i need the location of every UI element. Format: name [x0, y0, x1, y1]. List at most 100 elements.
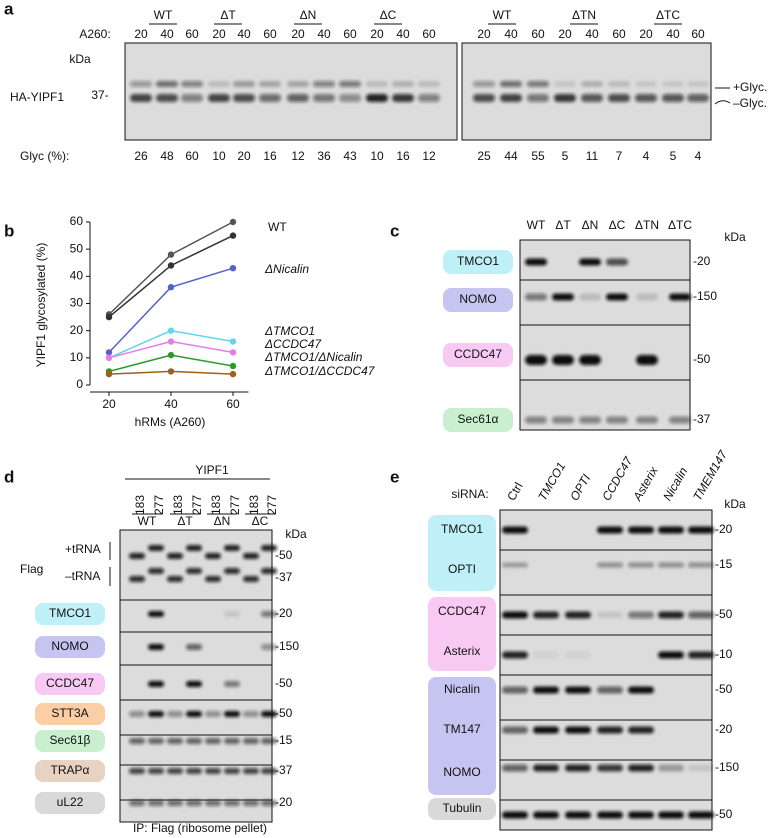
- band: [130, 81, 152, 87]
- label-pill: [35, 673, 105, 695]
- band: [224, 568, 240, 574]
- blot: [124, 42, 458, 141]
- series-line: [108, 234, 234, 318]
- band: [533, 611, 559, 619]
- band: [339, 94, 361, 102]
- panel-letter: d: [4, 467, 14, 486]
- label-block: [428, 798, 496, 820]
- band: [205, 711, 221, 717]
- x-tick-label: 60: [226, 397, 240, 411]
- lane-label: 277: [265, 495, 279, 515]
- lane-label: TMEM147: [690, 447, 730, 503]
- group-label: WT: [138, 514, 157, 528]
- lane-label: 20: [639, 27, 653, 41]
- band: [261, 545, 277, 551]
- lane-label: 183: [133, 495, 147, 515]
- column-label: ΔT: [555, 218, 571, 232]
- band: [606, 416, 628, 424]
- band: [167, 768, 183, 774]
- band: [628, 726, 654, 734]
- band: [597, 764, 623, 772]
- label-pill: [443, 288, 513, 312]
- band: [205, 553, 221, 559]
- band: [224, 768, 240, 774]
- column-label: ΔN: [582, 218, 599, 232]
- band: [392, 94, 414, 102]
- protein-label: HA-YIPF1: [10, 90, 64, 104]
- lane-label: 20: [212, 27, 226, 41]
- blot: [519, 324, 691, 381]
- band: [687, 94, 709, 102]
- band: [167, 738, 183, 744]
- group-label: ΔT: [220, 8, 236, 22]
- band: [552, 293, 574, 301]
- series-label: WT: [268, 220, 287, 234]
- band: [606, 258, 628, 266]
- group-label: ΔC: [252, 514, 269, 528]
- band: [628, 686, 654, 694]
- y-tick-label: 10: [70, 350, 84, 364]
- marker-label: -50: [275, 548, 293, 562]
- data-point: [229, 264, 237, 272]
- marker-label: -20: [693, 254, 711, 268]
- band: [366, 81, 388, 87]
- band: [579, 416, 601, 424]
- band: [662, 81, 684, 87]
- band: [243, 553, 259, 559]
- band: [167, 711, 183, 717]
- protein-label: NOMO: [459, 292, 496, 306]
- data-point: [105, 370, 113, 378]
- band: [525, 416, 547, 424]
- band: [662, 94, 684, 102]
- band: [565, 686, 591, 694]
- band: [502, 686, 528, 694]
- band: [156, 94, 178, 102]
- data-point: [229, 338, 237, 345]
- band: [186, 711, 202, 717]
- unit-label: kDa: [285, 527, 307, 541]
- band: [581, 81, 603, 87]
- value-label: 12: [422, 149, 436, 163]
- data-point: [105, 313, 113, 321]
- label-pill: [443, 343, 513, 367]
- band: [261, 644, 277, 650]
- band: [224, 738, 240, 744]
- band: [224, 545, 240, 551]
- band: [500, 94, 522, 102]
- band: [533, 764, 559, 772]
- band: [688, 562, 714, 568]
- group-label: ΔTN: [572, 8, 596, 22]
- band: [635, 81, 657, 87]
- lane-label: 40: [160, 27, 174, 41]
- marker-label: -150: [275, 639, 299, 653]
- value-label: 36: [317, 149, 331, 163]
- band: [205, 738, 221, 744]
- band: [148, 738, 164, 744]
- marker-label: -20: [275, 795, 293, 809]
- axis-label: siRNA:: [451, 487, 488, 501]
- band: [597, 526, 623, 534]
- lane-label: OPTI: [567, 471, 593, 503]
- protein-label: NOMO: [51, 639, 88, 653]
- blot: [119, 699, 273, 736]
- y-tick-label: 0: [76, 377, 83, 391]
- band: [186, 568, 202, 574]
- band: [500, 81, 522, 87]
- data-point: [167, 327, 175, 334]
- band: [167, 553, 183, 559]
- lane-label: Ctrl: [504, 480, 525, 503]
- lane-label: 20: [477, 27, 491, 41]
- value-label: 26: [134, 149, 148, 163]
- value-label: 7: [616, 149, 623, 163]
- value-label: 20: [237, 149, 251, 163]
- protein-label: OPTI: [448, 562, 476, 576]
- lane-label: 40: [504, 27, 518, 41]
- lane-label: 277: [228, 495, 242, 515]
- marker-label: -20: [715, 522, 733, 536]
- band: [129, 576, 145, 582]
- marker-label: -50: [715, 682, 733, 696]
- lane-label: Asterix: [630, 463, 661, 503]
- band: [205, 768, 221, 774]
- band: [205, 576, 221, 582]
- marker-label: -50: [275, 676, 293, 690]
